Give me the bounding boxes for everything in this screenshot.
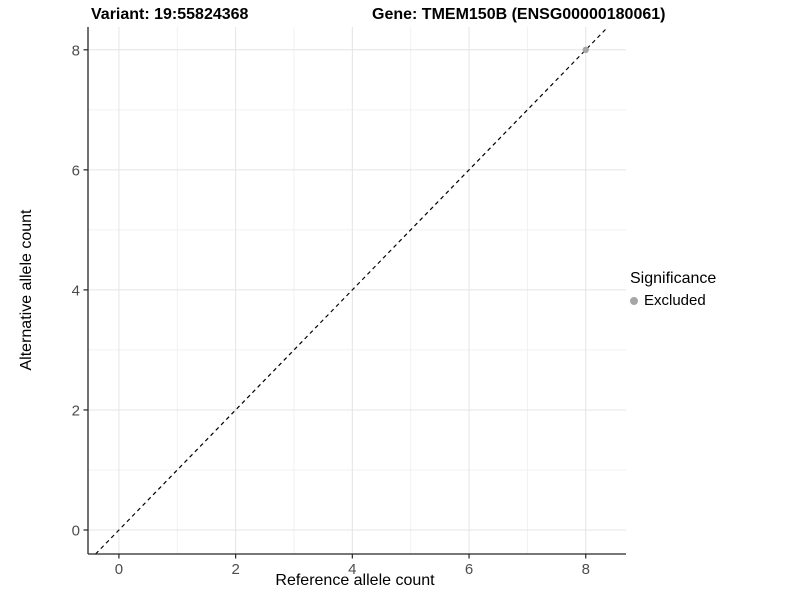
identity-dashed-line (95, 26, 609, 555)
y-axis-label: Alternative allele count (18, 209, 35, 371)
legend-key-dot-icon (630, 296, 638, 305)
y-tick-label: 8 (72, 42, 80, 59)
data-point (582, 46, 589, 54)
variant-title: Variant: 19:55824368 (91, 6, 249, 23)
legend: Significance Excluded (630, 270, 716, 309)
gene-title: Gene: TMEM150B (ENSG00000180061) (372, 6, 666, 23)
x-axis-label: Reference allele count (275, 572, 435, 589)
x-tick-label: 6 (465, 561, 473, 578)
y-tick-label: 2 (72, 402, 80, 419)
x-tick-label: 4 (348, 561, 356, 578)
y-tick-label: 6 (72, 162, 80, 179)
legend-item-excluded: Excluded (630, 292, 716, 309)
x-tick-label: 0 (115, 561, 123, 578)
x-tick-label: 2 (231, 561, 239, 578)
y-tick-label: 4 (72, 282, 80, 299)
legend-item-label: Excluded (644, 292, 706, 309)
x-tick-label: 8 (582, 561, 590, 578)
legend-title: Significance (630, 270, 717, 287)
y-tick-label: 0 (72, 522, 80, 539)
